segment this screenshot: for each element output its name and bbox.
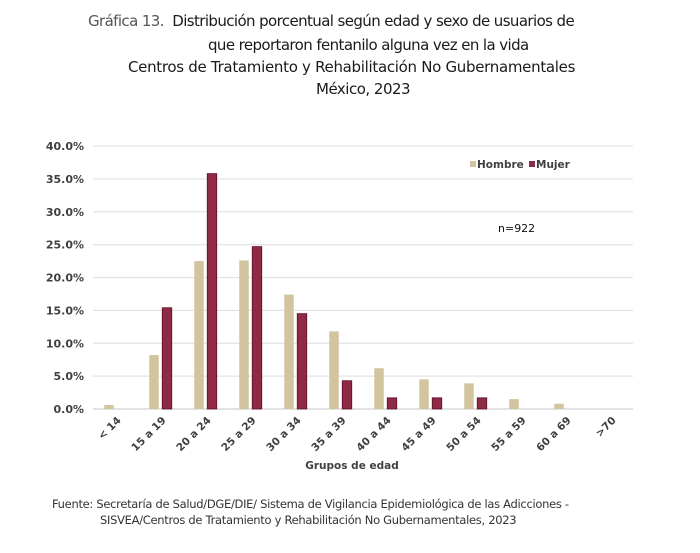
bar-hombre-20-a-24 xyxy=(194,261,204,409)
chart-title-text: Distribución porcentual según edad y sex… xyxy=(172,12,575,30)
x-tick-label: 55 a 59 xyxy=(489,415,528,454)
y-tick-label: 0.0% xyxy=(53,403,84,416)
bar-mujer-15-a-19 xyxy=(161,307,173,410)
legend-label-hombre: Hombre xyxy=(477,159,524,171)
bar-hombre-60-a-69 xyxy=(554,403,564,409)
x-axis-label: Grupos de edad xyxy=(305,460,398,472)
x-tick-label: 20 a 24 xyxy=(174,415,213,454)
y-tick-label: 30.0% xyxy=(46,206,84,219)
x-tick-label: 60 a 69 xyxy=(534,415,573,454)
bar-mujer-50-a-54 xyxy=(476,397,488,410)
y-tick-label: 10.0% xyxy=(46,337,84,350)
chart-title-line-1: Gráfica 13. Distribución porcentual segú… xyxy=(88,12,700,30)
legend-swatch-mujer xyxy=(529,161,535,167)
bar-hombre-55-a-59 xyxy=(509,399,519,409)
x-axis-ticks: < 14 15 a 19 20 a 24 25 a 29 30 a 34 35 a 39 4… xyxy=(96,415,619,454)
bar-hombre-45-a-49 xyxy=(419,379,429,409)
bar-hombre-50-a-54 xyxy=(464,383,474,409)
x-tick-label: 35 a 39 xyxy=(309,415,348,454)
x-tick-label: 40 a 44 xyxy=(354,415,393,454)
bar-mujer-20-a-24 xyxy=(206,173,218,410)
y-tick-label: 15.0% xyxy=(46,304,84,317)
x-tick-label: 25 a 29 xyxy=(219,415,258,454)
chart-number: Gráfica 13. xyxy=(88,12,165,30)
source-note: Fuente: Secretaría de Salud/DGE/DIE/ Sis… xyxy=(52,496,569,528)
bar-mujer-40-a-44 xyxy=(386,397,398,410)
y-tick-label: 35.0% xyxy=(46,173,84,186)
gridlines xyxy=(93,145,633,410)
bar-mujer-45-a-49 xyxy=(431,397,443,410)
bar-hombre-30-a-34 xyxy=(284,294,294,409)
y-axis-ticks: 0.0% 5.0% 10.0% 15.0% 20.0% 25.0% 30.0% 35.0% 40… xyxy=(46,140,84,416)
chart-subtitle: Centros de Tratamiento y Rehabilitación … xyxy=(128,58,576,76)
bar-mujer-30-a-34 xyxy=(296,313,308,410)
source-line-2: SISVEA/Centros de Tratamiento y Rehabili… xyxy=(100,513,517,527)
source-line-1: Fuente: Secretaría de Salud/DGE/DIE/ Sis… xyxy=(52,497,569,511)
bar-chart: 0.0% 5.0% 10.0% 15.0% 20.0% 25.0% 30.0% 35.0% 40… xyxy=(46,140,633,472)
chart-title-line-2: que reportaron fentanilo alguna vez en l… xyxy=(208,36,529,54)
bar-hombre-15-a-19 xyxy=(149,355,159,409)
x-tick-label: 45 a 49 xyxy=(399,415,438,454)
bar-hombre-25-a-29 xyxy=(239,260,249,409)
bar-hombre-35-a-39 xyxy=(329,331,339,409)
legend-swatch-hombre xyxy=(470,161,476,167)
bars xyxy=(104,173,564,410)
bar-hombre-40-a-44 xyxy=(374,368,384,409)
bar-hombre--14 xyxy=(104,405,114,409)
x-tick-label: < 14 xyxy=(96,415,124,443)
x-tick-label: 50 a 54 xyxy=(444,415,483,454)
sample-size-annotation: n=922 xyxy=(498,222,535,235)
x-tick-label: 30 a 34 xyxy=(264,415,303,454)
y-tick-label: 5.0% xyxy=(53,370,84,383)
x-tick-label: 15 a 19 xyxy=(129,415,168,454)
bar-mujer-35-a-39 xyxy=(341,380,353,410)
bar-mujer-25-a-29 xyxy=(251,246,263,410)
legend-label-mujer: Mujer xyxy=(536,159,571,171)
y-tick-label: 40.0% xyxy=(46,140,84,153)
x-tick-label: >70 xyxy=(594,415,619,440)
y-tick-label: 20.0% xyxy=(46,272,84,285)
legend: Hombre Mujer xyxy=(470,159,571,171)
chart-location-year: México, 2023 xyxy=(316,80,411,98)
y-tick-label: 25.0% xyxy=(46,239,84,252)
